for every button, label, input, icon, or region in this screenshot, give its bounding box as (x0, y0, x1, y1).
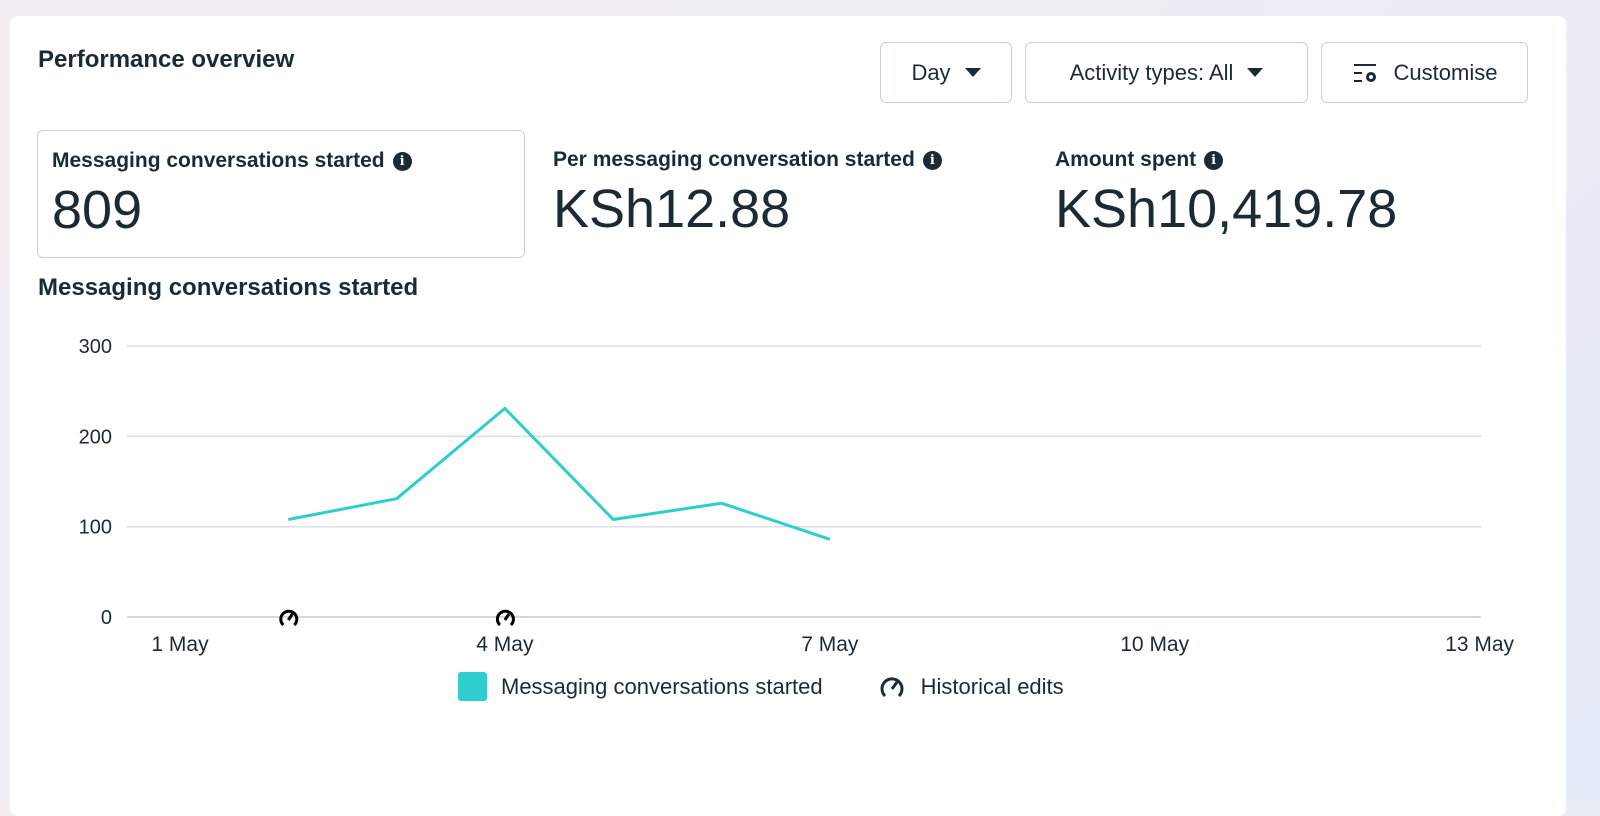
series-line (288, 408, 830, 539)
x-tick-label: 1 May (151, 633, 209, 656)
x-tick-label: 4 May (476, 633, 534, 656)
legend-swatch (458, 672, 487, 701)
x-tick-label: 13 May (1445, 633, 1514, 656)
x-tick-label: 10 May (1120, 633, 1189, 656)
y-tick-label: 0 (101, 607, 112, 629)
y-tick-label: 300 (79, 336, 112, 358)
y-tick-label: 200 (79, 426, 112, 448)
historical-edits-icon (877, 674, 907, 700)
legend-label-conversations: Messaging conversations started (501, 674, 823, 700)
x-tick-label: 7 May (801, 633, 859, 656)
chart-legend: Messaging conversations started Historic… (458, 672, 1064, 701)
y-tick-label: 100 (79, 517, 112, 539)
historical-edit-marker (281, 611, 297, 625)
historical-edit-marker (497, 611, 513, 625)
legend-label-historical-edits: Historical edits (921, 674, 1064, 700)
